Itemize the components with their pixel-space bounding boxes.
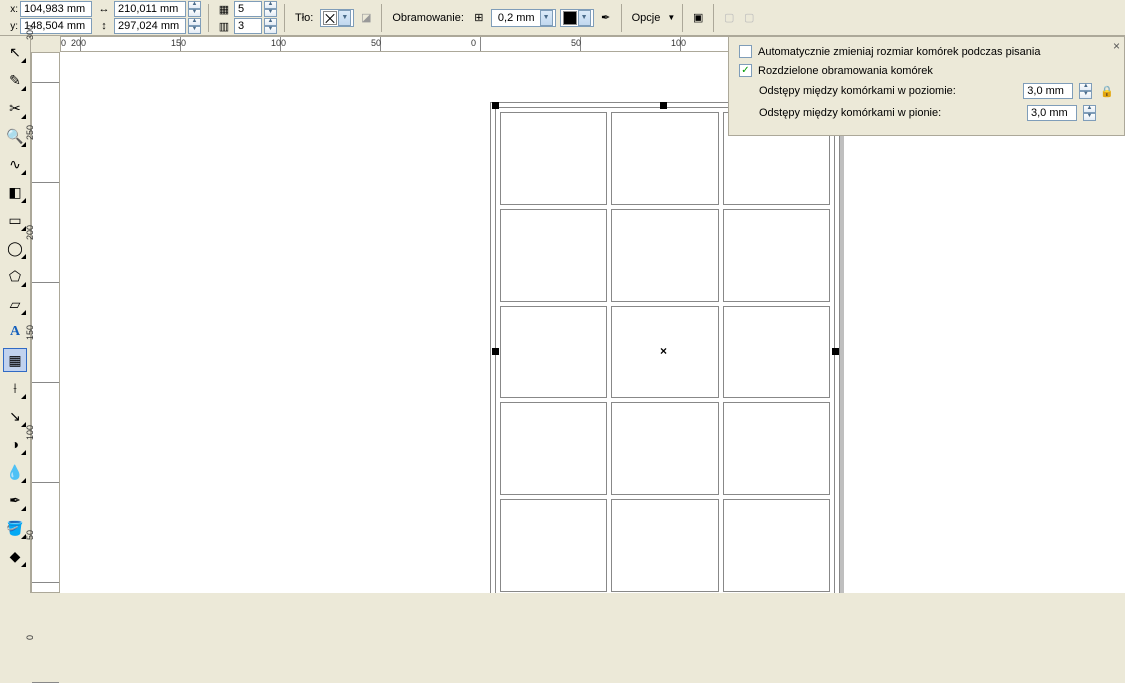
selection-handle[interactable] <box>660 102 667 109</box>
dimension-tool[interactable]: ⟊ <box>3 376 27 400</box>
to-front-icon[interactable]: ▢ <box>721 10 737 26</box>
auto-resize-checkbox[interactable] <box>739 45 752 58</box>
pick-tool[interactable]: ↖ <box>3 40 27 64</box>
close-icon[interactable]: × <box>1113 39 1120 53</box>
polygon-tool[interactable]: ⬠ <box>3 264 27 288</box>
options-popup: × Automatycznie zmieniaj rozmiar komórek… <box>728 36 1125 136</box>
edit-fill-icon[interactable]: ◪ <box>358 10 374 26</box>
table-cell[interactable] <box>611 402 718 495</box>
border-color-dropdown[interactable]: ▼ <box>560 9 594 27</box>
cols-spin-up[interactable]: ▲ <box>264 18 277 26</box>
text-tool[interactable]: A <box>3 320 27 344</box>
rows-spin-up[interactable]: ▲ <box>264 1 277 9</box>
v-spacing-spin-down[interactable]: ▼ <box>1083 113 1096 121</box>
separated-borders-label: Rozdzielone obramowania komórek <box>758 65 933 77</box>
h-spacing-spin-down[interactable]: ▼ <box>1079 91 1092 99</box>
auto-resize-label: Automatycznie zmieniaj rozmiar komórek p… <box>758 46 1040 58</box>
table-cell[interactable] <box>723 499 830 592</box>
chevron-down-icon: ▼ <box>540 10 553 26</box>
y-label: y: <box>4 21 18 32</box>
table-cell[interactable] <box>500 209 607 302</box>
height-spin-up[interactable]: ▲ <box>188 18 201 26</box>
chevron-down-icon: ▼ <box>338 10 351 26</box>
h-spacing-input[interactable] <box>1023 83 1073 99</box>
table-cell[interactable] <box>500 499 607 592</box>
v-spacing-label: Odstępy między komórkami w pionie: <box>759 107 941 119</box>
border-color-swatch <box>563 11 577 25</box>
height-spin-down[interactable]: ▼ <box>188 26 201 34</box>
zoom-tool[interactable]: 🔍 <box>3 124 27 148</box>
lock-icon[interactable]: 🔒 <box>1100 85 1114 98</box>
eyedropper-tool[interactable]: 💧 <box>3 460 27 484</box>
cols-icon: ▥ <box>216 18 232 34</box>
to-back-icon[interactable]: ▢ <box>741 10 757 26</box>
table-cell[interactable] <box>500 112 607 205</box>
x-position-input[interactable] <box>20 1 92 17</box>
rows-input[interactable] <box>234 1 262 17</box>
width-input[interactable] <box>114 1 186 17</box>
crop-tool[interactable]: ✂ <box>3 96 27 120</box>
cols-spin-down[interactable]: ▼ <box>264 26 277 34</box>
size-group: ↔ ▲ ▼ ↕ ▲ ▼ <box>96 1 201 34</box>
width-spin-up[interactable]: ▲ <box>188 1 201 9</box>
property-bar: x: y: ↔ ▲ ▼ ↕ ▲ ▼ ▦ <box>0 0 1125 36</box>
table-cell[interactable] <box>500 306 607 399</box>
interactive-fill-tool[interactable]: ◆ <box>3 544 27 568</box>
selection-handle[interactable] <box>832 348 839 355</box>
basic-shapes-tool[interactable]: ▱ <box>3 292 27 316</box>
table-size-group: ▦ ▲ ▼ ▥ ▲ ▼ <box>216 1 277 34</box>
fill-tool[interactable]: 🪣 <box>3 516 27 540</box>
options-dropdown-arrow[interactable]: ▼ <box>667 13 675 22</box>
table-cell[interactable] <box>723 209 830 302</box>
v-spacing-spin-up[interactable]: ▲ <box>1083 105 1096 113</box>
selection-center-icon: × <box>660 344 667 358</box>
table-cell[interactable] <box>723 306 830 399</box>
width-spin-down[interactable]: ▼ <box>188 9 201 17</box>
pen-outline-icon[interactable]: ✒ <box>598 10 614 26</box>
v-spacing-input[interactable] <box>1027 105 1077 121</box>
rows-spin-down[interactable]: ▼ <box>264 9 277 17</box>
selection-handle[interactable] <box>492 348 499 355</box>
smart-fill-tool[interactable]: ◧ <box>3 180 27 204</box>
table-cell[interactable] <box>500 402 607 495</box>
options-label[interactable]: Opcje <box>629 12 664 24</box>
rectangle-tool[interactable]: ▭ <box>3 208 27 232</box>
x-label: x: <box>4 4 18 15</box>
table-cell[interactable] <box>611 499 718 592</box>
wrap-text-icon[interactable]: ▣ <box>690 10 706 26</box>
border-label: Obramowanie: <box>389 12 467 24</box>
height-input[interactable] <box>114 18 186 34</box>
interactive-effects-tool[interactable]: ◑ <box>3 432 27 456</box>
width-icon: ↔ <box>96 1 112 17</box>
table-tool[interactable]: ▦ <box>3 348 27 372</box>
shape-tool[interactable]: ✎ <box>3 68 27 92</box>
vertical-ruler[interactable]: 300 250 200 150 100 50 0 <box>31 52 60 593</box>
ellipse-tool[interactable]: ◯ <box>3 236 27 260</box>
cols-input[interactable] <box>234 18 262 34</box>
selection-handle[interactable] <box>492 102 499 109</box>
border-width-dropdown[interactable]: 0,2 mm ▼ <box>491 9 556 27</box>
separated-borders-checkbox[interactable]: ✓ <box>739 64 752 77</box>
no-fill-swatch <box>323 11 337 25</box>
toolbox: ↖ ✎ ✂ 🔍 ∿ ◧ ▭ ◯ ⬠ ▱ A ▦ ⟊ ↘ ◑ 💧 ✒ 🪣 ◆ <box>0 36 31 593</box>
h-spacing-label: Odstępy między komórkami w poziomie: <box>759 85 956 97</box>
table-cell[interactable] <box>723 402 830 495</box>
h-spacing-spin-up[interactable]: ▲ <box>1079 83 1092 91</box>
freehand-tool[interactable]: ∿ <box>3 152 27 176</box>
rows-icon: ▦ <box>216 1 232 17</box>
background-fill-dropdown[interactable]: ▼ <box>320 9 354 27</box>
border-style-icon[interactable]: ⊞ <box>471 10 487 26</box>
connector-tool[interactable]: ↘ <box>3 404 27 428</box>
position-group: x: y: <box>4 1 92 34</box>
background-label: Tło: <box>292 12 316 24</box>
height-icon: ↕ <box>96 18 112 34</box>
table-cell[interactable] <box>611 209 718 302</box>
chevron-down-icon: ▼ <box>578 10 591 26</box>
outline-tool[interactable]: ✒ <box>3 488 27 512</box>
border-width-value: 0,2 mm <box>494 12 539 24</box>
table-cell[interactable] <box>611 112 718 205</box>
